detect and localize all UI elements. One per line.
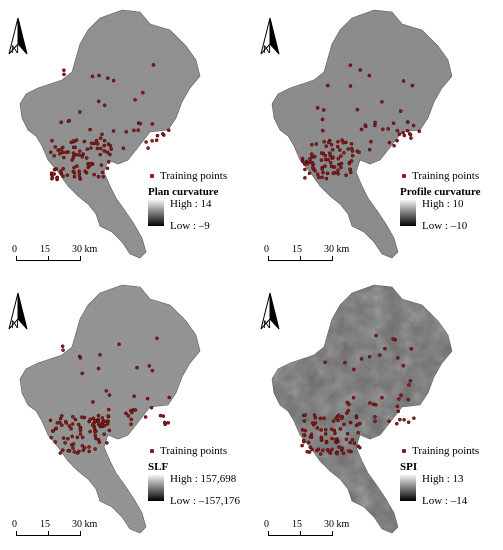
scale-label-15: 15 — [292, 244, 302, 255]
low-value-label: Low : –157,176 — [170, 495, 240, 507]
north-label: N — [11, 44, 19, 56]
scale-tick — [16, 531, 17, 536]
training-points-label: Training points — [160, 170, 228, 182]
scale-tick — [80, 256, 81, 261]
training-point-markers — [300, 63, 422, 181]
layer-title: SPI — [400, 461, 418, 473]
scale-tick — [332, 531, 333, 536]
map-panel-plan-curvature: N Training points Plan curvature High : … — [0, 0, 251, 275]
scale-label-30: 30 km — [324, 244, 350, 255]
color-ramp — [400, 200, 416, 226]
map-panel-profile-curvature: N Training points Profile curvature High… — [252, 0, 503, 275]
scale-tick — [268, 256, 269, 261]
scale-label-15: 15 — [292, 519, 302, 530]
training-points-label: Training points — [412, 445, 480, 457]
training-points-label: Training points — [412, 170, 480, 182]
north-arrow-icon — [8, 17, 28, 55]
training-point-symbol-icon — [150, 174, 154, 179]
high-value-label: High : 14 — [170, 198, 212, 210]
scale-label-30: 30 km — [72, 244, 98, 255]
scale-bar: 0 15 30 km — [264, 244, 349, 272]
map-panel-slf: N Training points SLF High : 157,698 Low… — [0, 275, 251, 550]
training-points-legend: Training points — [150, 445, 227, 457]
scale-label-0: 0 — [12, 519, 17, 530]
color-ramp — [400, 475, 416, 501]
north-arrow-icon — [260, 17, 280, 55]
training-point-symbol-icon — [402, 174, 406, 179]
study-area-map — [19, 9, 201, 259]
map-panel-spi: N Training points SPI High : 13 Low : –1… — [252, 275, 503, 550]
training-points-legend: Training points — [150, 170, 227, 182]
high-value-label: High : 13 — [422, 473, 464, 485]
scale-tick — [268, 531, 269, 536]
color-ramp — [148, 475, 164, 501]
north-arrow-icon — [260, 292, 280, 330]
scale-tick — [48, 531, 49, 536]
scale-label-0: 0 — [264, 244, 269, 255]
scale-label-15: 15 — [40, 244, 50, 255]
scale-tick — [80, 531, 81, 536]
scale-tick — [332, 256, 333, 261]
north-arrow-icon — [8, 292, 28, 330]
scale-tick — [16, 256, 17, 261]
layer-title: SLF — [148, 461, 169, 473]
north-label: N — [263, 319, 271, 331]
study-area-map — [271, 9, 453, 259]
high-value-label: High : 157,698 — [170, 473, 237, 485]
scale-label-30: 30 km — [72, 519, 98, 530]
training-point-symbol-icon — [150, 449, 154, 454]
scale-label-30: 30 km — [324, 519, 350, 530]
high-value-label: High : 10 — [422, 198, 464, 210]
scale-tick — [300, 531, 301, 536]
low-value-label: Low : –10 — [422, 220, 468, 232]
study-area-map — [19, 284, 201, 534]
training-points-label: Training points — [160, 445, 228, 457]
training-points-legend: Training points — [402, 170, 479, 182]
training-point-symbol-icon — [402, 449, 406, 454]
north-label: N — [263, 44, 271, 56]
color-ramp — [148, 200, 164, 226]
scale-tick — [300, 256, 301, 261]
north-label: N — [11, 319, 19, 331]
scale-bar: 0 15 30 km — [12, 244, 97, 272]
scale-bar: 0 15 30 km — [12, 519, 97, 547]
study-area-map — [271, 284, 453, 534]
scale-tick — [48, 256, 49, 261]
training-point-markers — [48, 336, 172, 455]
training-points-legend: Training points — [402, 445, 479, 457]
scale-bar: 0 15 30 km — [264, 519, 349, 547]
scale-label-0: 0 — [12, 244, 17, 255]
layer-title: Profile curvature — [400, 186, 481, 198]
layer-title: Plan curvature — [148, 186, 219, 198]
training-point-markers — [49, 63, 171, 182]
training-point-markers — [300, 333, 416, 456]
scale-label-0: 0 — [264, 519, 269, 530]
scale-label-15: 15 — [40, 519, 50, 530]
low-value-label: Low : –14 — [422, 495, 468, 507]
low-value-label: Low : –9 — [170, 220, 210, 232]
